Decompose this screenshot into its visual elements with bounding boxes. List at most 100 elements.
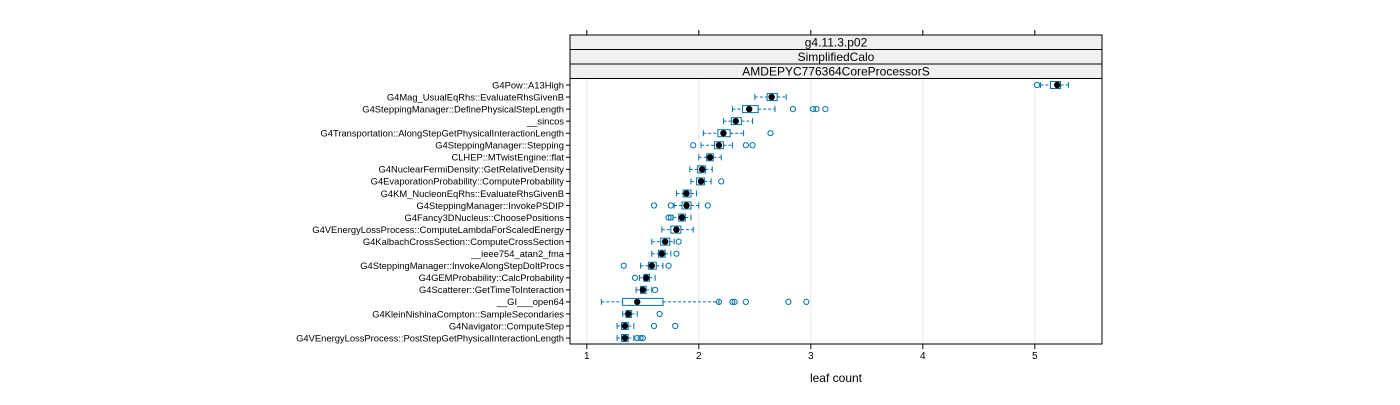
iqr-box xyxy=(1049,81,1062,89)
median-dot xyxy=(732,117,739,125)
iqr-box xyxy=(621,322,629,330)
outlier-point xyxy=(631,274,639,281)
iqr-box xyxy=(670,225,682,234)
median-dot xyxy=(768,93,775,101)
category-label: G4Scatterer::GetTimeToInteraction xyxy=(419,284,564,295)
iqr-box xyxy=(741,105,759,114)
iqr-box xyxy=(696,177,705,186)
median-dot xyxy=(720,130,727,137)
iqr-box xyxy=(717,129,731,138)
outlier-point xyxy=(1033,81,1041,89)
x-axis: 1 2 3 4 5 xyxy=(584,30,1038,362)
x-tick-label: 4 xyxy=(920,351,926,362)
box-group xyxy=(689,165,713,174)
category-label: G4NuclearFermiDensity::GetRelativeDensit… xyxy=(379,164,565,175)
category-label: G4Pow::A13High xyxy=(492,79,564,90)
median-dot xyxy=(621,322,629,330)
outlier-point xyxy=(715,298,723,305)
iqr-box xyxy=(713,141,724,150)
median-dot xyxy=(648,262,655,269)
median-dot xyxy=(698,166,706,173)
category-label: G4KM_NucleonEqRhs::EvaluateRhsGivenB xyxy=(381,188,564,199)
median-dot xyxy=(715,142,723,149)
category-label: __GI___open64 xyxy=(496,296,564,307)
iqr-box xyxy=(660,237,671,246)
panel-border xyxy=(569,78,1103,345)
box-group xyxy=(616,322,679,330)
box-group xyxy=(651,237,682,246)
iqr-box xyxy=(647,261,657,270)
outlier-point xyxy=(652,286,659,293)
iqr-box xyxy=(706,153,714,162)
outlier-point xyxy=(742,142,749,149)
category-label: G4Transportation::AlongStepGetPhysicalIn… xyxy=(320,128,564,139)
outlier-point xyxy=(667,202,674,209)
median-dot xyxy=(621,334,629,342)
category-label: CLHEP::MTwistEngine::flat xyxy=(451,152,564,163)
x-tick-label: 5 xyxy=(1032,351,1038,362)
iqr-box xyxy=(678,213,686,222)
outlier-point xyxy=(749,142,756,149)
median-dot xyxy=(642,274,650,281)
outlier-point xyxy=(742,298,749,305)
strip-label: SimplifiedCalo xyxy=(798,50,875,64)
outlier-point xyxy=(650,322,658,330)
outlier-point xyxy=(675,238,682,245)
box-group xyxy=(675,189,698,198)
strip-headers: g4.11.3.p02SimplifiedCaloAMDEPYC776364Co… xyxy=(569,34,1103,79)
category-label: G4EvaporationProbability::ComputeProbabi… xyxy=(371,176,565,187)
outlier-point xyxy=(639,334,646,342)
category-label: G4SteppingManager::InvokePSDIP xyxy=(417,200,564,211)
x-tick-label: 1 xyxy=(584,351,590,362)
box-group xyxy=(702,129,774,138)
box-group xyxy=(631,273,656,282)
strip-label: g4.11.3.p02 xyxy=(805,36,868,50)
median-dot xyxy=(746,105,753,113)
iqr-box xyxy=(681,201,692,210)
median-dot xyxy=(683,190,690,197)
box-group xyxy=(754,93,787,102)
median-dot xyxy=(1054,81,1061,89)
box-group xyxy=(635,285,659,294)
category-label: G4Navigator::ComputeStep xyxy=(449,320,564,331)
category-labels: G4Pow::A13HighG4Mag_UsualEqRhs::Evaluate… xyxy=(296,79,570,343)
outlier-point xyxy=(718,178,725,185)
grid-lines xyxy=(586,78,1036,344)
outlier-point xyxy=(789,106,796,113)
box-group xyxy=(651,249,680,258)
box-group xyxy=(690,177,725,186)
median-dot xyxy=(625,310,632,318)
box-group xyxy=(661,225,694,234)
panel-frame xyxy=(569,78,1103,345)
box-group xyxy=(690,141,756,150)
x-tick-label: 3 xyxy=(808,351,814,362)
category-label: __ieee754_atan2_fma xyxy=(470,248,565,259)
outlier-point xyxy=(650,202,658,209)
iqr-box xyxy=(682,189,692,198)
category-label: G4Fancy3DNucleus::ChoosePositions xyxy=(405,212,565,223)
median-dot xyxy=(634,298,641,306)
median-dot xyxy=(678,214,686,221)
median-dot xyxy=(683,202,690,209)
iqr-box xyxy=(697,165,707,174)
box-group xyxy=(620,261,672,270)
outlier-point xyxy=(667,214,674,221)
boxes xyxy=(600,81,1069,343)
outlier-point xyxy=(637,334,644,342)
outlier-point xyxy=(673,250,680,257)
outlier-point xyxy=(665,214,672,221)
iqr-box xyxy=(622,297,664,306)
iqr-box xyxy=(730,117,742,126)
box-group xyxy=(731,105,829,114)
outlier-point xyxy=(785,298,792,305)
category-label: G4VEnergyLossProcess::PostStepGetPhysica… xyxy=(296,332,564,343)
outlier-point xyxy=(767,130,774,137)
iqr-box xyxy=(657,249,666,258)
outlier-point xyxy=(704,202,711,209)
category-label: G4SteppingManager::InvokeAlongStepDoItPr… xyxy=(360,260,564,271)
outlier-point xyxy=(813,106,820,113)
category-label: G4KleinNishinaCompton::SampleSecondaries xyxy=(372,308,564,319)
outlier-point xyxy=(620,262,627,269)
